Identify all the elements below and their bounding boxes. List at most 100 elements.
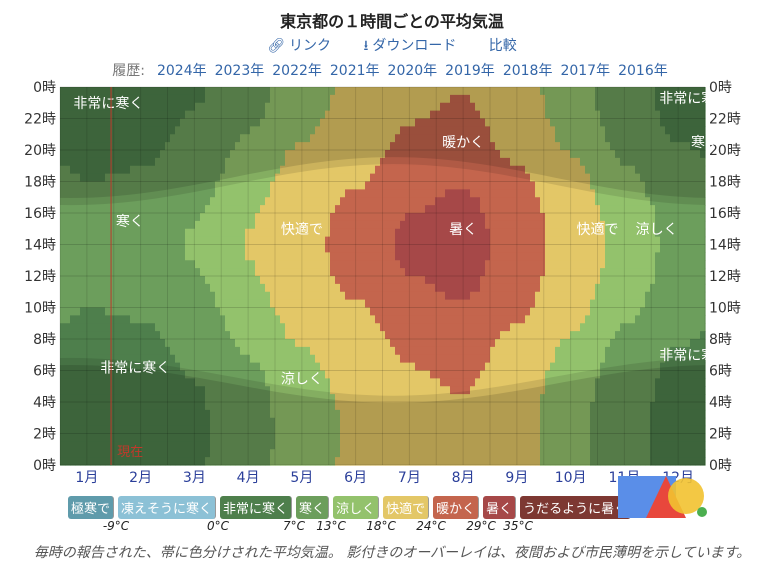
compare-link[interactable]: 比較 (488, 38, 517, 54)
history-year-link[interactable]: 2018年 (502, 63, 553, 79)
heat-cell (195, 244, 201, 253)
heat-cell (190, 165, 196, 175)
heat-cell (125, 331, 131, 340)
heat-cell (570, 252, 576, 261)
heat-cell (95, 228, 101, 238)
heat-cell (180, 354, 186, 364)
heat-cell (510, 354, 516, 364)
heat-cell (335, 157, 341, 167)
heat-cell (310, 402, 316, 411)
heat-cell (85, 134, 91, 143)
heat-cell (455, 150, 461, 159)
heat-cell (560, 236, 566, 246)
heat-cell (505, 441, 511, 450)
heat-cell (450, 425, 456, 435)
heat-cell (150, 354, 156, 364)
heat-cell (435, 142, 441, 151)
heat-cell (190, 244, 196, 253)
heat-cell (465, 165, 471, 175)
heat-cell (495, 402, 501, 411)
history-year-link[interactable]: 2021年 (329, 63, 380, 79)
heat-cell (90, 150, 96, 159)
history-year-link[interactable]: 2016年 (618, 63, 668, 79)
heat-cell (470, 260, 476, 269)
heat-cell (245, 449, 251, 458)
heat-cell (460, 402, 466, 411)
heat-cell (190, 260, 196, 269)
heat-cell (290, 102, 296, 112)
heat-cell (480, 165, 486, 175)
heat-cell (355, 307, 361, 316)
heat-cell (90, 394, 96, 403)
heat-cell (570, 331, 576, 340)
heat-cell (485, 291, 491, 301)
heat-cell (85, 205, 91, 214)
heat-cell (505, 299, 511, 309)
heat-cell (245, 283, 251, 293)
download-button[interactable]: ⭳ ダウンロード (363, 38, 457, 54)
heat-cell (535, 425, 541, 435)
heat-cell (385, 94, 391, 104)
link-button[interactable]: 🔗︎ リンク (267, 38, 331, 54)
heat-cell (375, 118, 381, 127)
heat-cell (350, 370, 356, 379)
heat-cell (160, 228, 166, 238)
heat-cell (340, 457, 346, 466)
heat-cell (510, 102, 516, 112)
heat-cell (160, 197, 166, 206)
heat-cell (435, 118, 441, 127)
heat-cell (335, 457, 341, 466)
history-year-link[interactable]: 2019年 (445, 63, 495, 79)
heat-cell (295, 276, 301, 285)
heat-cell (220, 142, 226, 151)
heat-cell (430, 110, 436, 120)
heat-cell (310, 276, 316, 285)
heat-cell (90, 87, 96, 96)
heat-cell (170, 354, 176, 364)
heat-cell (470, 181, 476, 190)
heat-cell (535, 315, 541, 324)
heat-cell (135, 346, 141, 356)
heat-cell (335, 260, 341, 269)
heat-cell (460, 110, 466, 120)
heat-cell (435, 150, 441, 159)
heat-cell (400, 94, 406, 104)
heat-cell (160, 134, 166, 143)
heat-cell (490, 291, 496, 301)
heat-cell (340, 394, 346, 403)
history-year-link[interactable]: 2020年 (387, 63, 438, 79)
heat-cell (225, 307, 231, 316)
heat-cell (350, 165, 356, 175)
heat-cell (380, 94, 386, 104)
heat-cell (250, 94, 256, 104)
heat-cell (500, 181, 506, 190)
heat-cell (220, 417, 226, 427)
history-year-link[interactable]: 2022年 (272, 63, 322, 79)
heat-cell (205, 150, 211, 159)
heat-cell (360, 276, 366, 285)
heat-cell (330, 157, 336, 167)
heat-cell (490, 378, 496, 387)
heat-cell (105, 409, 111, 419)
heat-cell (170, 449, 176, 458)
history-year-link[interactable]: 2024年 (156, 63, 207, 79)
heat-cell (365, 157, 371, 167)
heat-cell (560, 87, 566, 96)
heat-cell (435, 87, 441, 96)
heat-cell (400, 236, 406, 246)
heat-cell (145, 299, 151, 309)
heat-cell (145, 197, 151, 206)
history-year-link[interactable]: 2023年 (214, 63, 265, 79)
heat-cell (435, 126, 441, 135)
heat-cell (135, 157, 141, 167)
heat-cell (430, 386, 436, 395)
heat-cell (155, 110, 161, 120)
heat-cell (570, 87, 576, 96)
heat-cell (365, 173, 371, 183)
heat-cell (140, 260, 146, 269)
heat-cell (260, 291, 266, 301)
history-year-link[interactable]: 2017年 (560, 63, 611, 79)
heat-cell (470, 244, 476, 253)
heat-cell (310, 228, 316, 238)
heat-cell (250, 205, 256, 214)
